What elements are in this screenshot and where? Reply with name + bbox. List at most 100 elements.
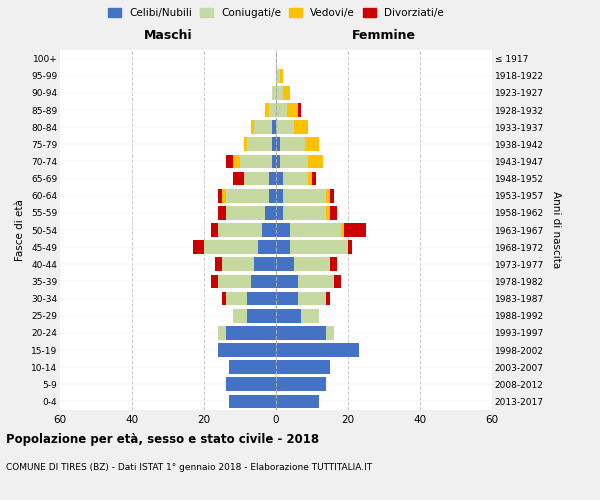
- Bar: [326, 326, 334, 340]
- Bar: [272, 120, 276, 134]
- Bar: [283, 206, 326, 220]
- Bar: [276, 154, 280, 168]
- Bar: [265, 103, 269, 117]
- Bar: [276, 120, 294, 134]
- Bar: [283, 172, 308, 185]
- Bar: [276, 394, 319, 408]
- Bar: [301, 309, 319, 322]
- Bar: [330, 189, 334, 202]
- Bar: [344, 223, 366, 237]
- Bar: [244, 172, 269, 185]
- Text: Femmine: Femmine: [352, 30, 416, 43]
- Bar: [276, 326, 326, 340]
- Bar: [265, 206, 276, 220]
- Bar: [287, 103, 298, 117]
- Bar: [312, 172, 316, 185]
- Bar: [298, 274, 334, 288]
- Bar: [308, 154, 323, 168]
- Bar: [276, 103, 287, 117]
- Bar: [283, 189, 326, 202]
- Bar: [298, 103, 301, 117]
- Bar: [254, 258, 276, 271]
- Bar: [204, 240, 258, 254]
- Bar: [226, 292, 247, 306]
- Bar: [222, 258, 254, 271]
- Y-axis label: Anni di nascita: Anni di nascita: [551, 192, 560, 268]
- Bar: [258, 240, 276, 254]
- Bar: [247, 309, 276, 322]
- Bar: [276, 206, 283, 220]
- Bar: [280, 154, 308, 168]
- Bar: [211, 223, 218, 237]
- Bar: [211, 274, 218, 288]
- Bar: [226, 326, 276, 340]
- Bar: [276, 172, 283, 185]
- Bar: [326, 206, 330, 220]
- Legend: Celibi/Nubili, Coniugati/e, Vedovi/e, Divorziati/e: Celibi/Nubili, Coniugati/e, Vedovi/e, Di…: [105, 5, 447, 21]
- Bar: [276, 309, 301, 322]
- Bar: [276, 258, 294, 271]
- Bar: [240, 154, 272, 168]
- Bar: [269, 172, 276, 185]
- Bar: [276, 86, 283, 100]
- Bar: [251, 120, 254, 134]
- Bar: [280, 69, 283, 82]
- Bar: [294, 258, 330, 271]
- Bar: [326, 189, 330, 202]
- Bar: [276, 378, 326, 391]
- Bar: [226, 206, 265, 220]
- Bar: [294, 120, 308, 134]
- Bar: [272, 154, 276, 168]
- Bar: [276, 189, 283, 202]
- Bar: [276, 138, 280, 151]
- Text: COMUNE DI TIRES (BZ) - Dati ISTAT 1° gennaio 2018 - Elaborazione TUTTITALIA.IT: COMUNE DI TIRES (BZ) - Dati ISTAT 1° gen…: [6, 462, 372, 471]
- Bar: [308, 172, 312, 185]
- Bar: [272, 138, 276, 151]
- Bar: [247, 292, 276, 306]
- Bar: [233, 309, 247, 322]
- Bar: [276, 223, 290, 237]
- Bar: [276, 360, 330, 374]
- Bar: [233, 172, 244, 185]
- Bar: [276, 69, 280, 82]
- Bar: [272, 86, 276, 100]
- Bar: [222, 292, 226, 306]
- Bar: [244, 138, 247, 151]
- Bar: [229, 394, 276, 408]
- Bar: [218, 343, 276, 357]
- Bar: [276, 274, 298, 288]
- Bar: [222, 189, 226, 202]
- Bar: [218, 206, 226, 220]
- Bar: [226, 378, 276, 391]
- Bar: [226, 154, 233, 168]
- Bar: [290, 223, 341, 237]
- Bar: [283, 86, 290, 100]
- Bar: [269, 103, 276, 117]
- Bar: [276, 292, 298, 306]
- Bar: [330, 258, 337, 271]
- Bar: [269, 189, 276, 202]
- Bar: [276, 343, 359, 357]
- Bar: [348, 240, 352, 254]
- Bar: [193, 240, 204, 254]
- Bar: [247, 138, 272, 151]
- Bar: [215, 258, 222, 271]
- Bar: [251, 274, 276, 288]
- Text: Popolazione per età, sesso e stato civile - 2018: Popolazione per età, sesso e stato civil…: [6, 432, 319, 446]
- Bar: [330, 206, 337, 220]
- Bar: [280, 138, 305, 151]
- Bar: [218, 223, 262, 237]
- Bar: [254, 120, 272, 134]
- Text: Maschi: Maschi: [143, 30, 193, 43]
- Bar: [218, 274, 251, 288]
- Bar: [226, 189, 269, 202]
- Bar: [218, 326, 226, 340]
- Bar: [298, 292, 326, 306]
- Bar: [229, 360, 276, 374]
- Bar: [334, 274, 341, 288]
- Bar: [305, 138, 319, 151]
- Bar: [233, 154, 240, 168]
- Y-axis label: Fasce di età: Fasce di età: [16, 199, 25, 261]
- Bar: [326, 292, 330, 306]
- Bar: [290, 240, 348, 254]
